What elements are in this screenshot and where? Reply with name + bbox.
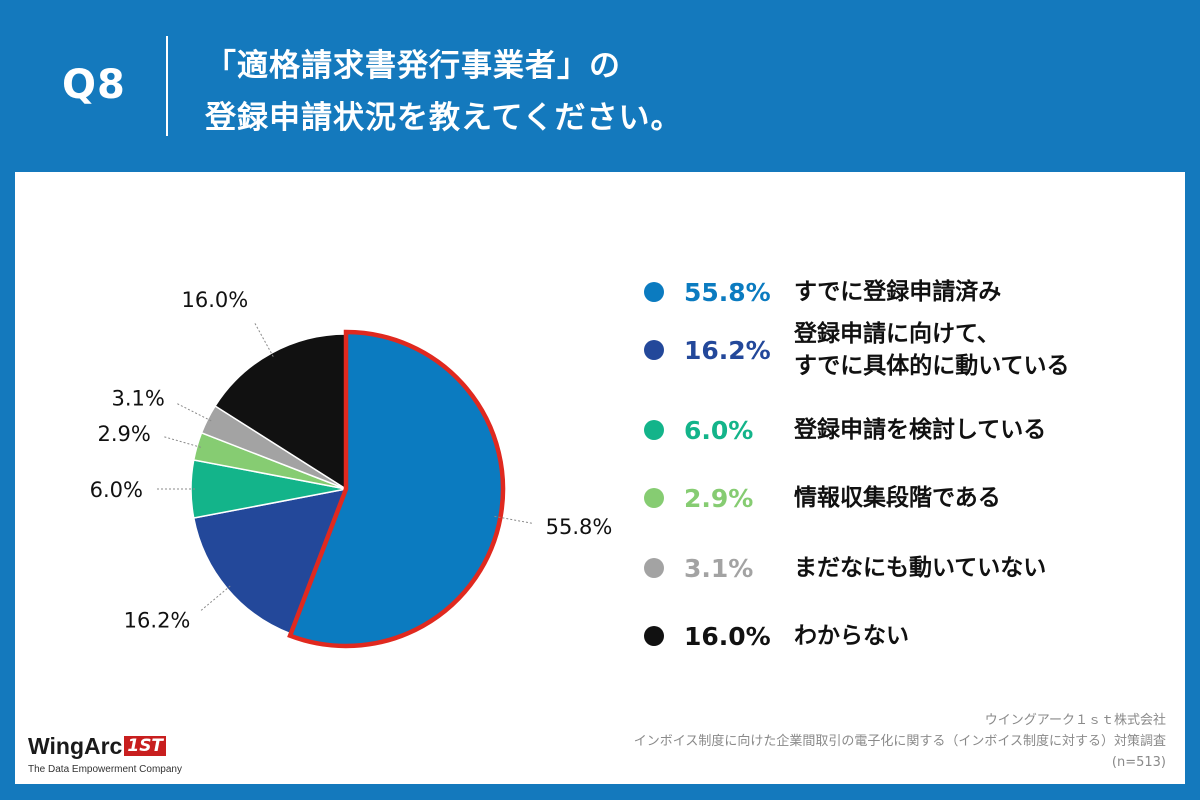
legend-label: 登録申請に向けて、 すでに具体的に動いている bbox=[794, 321, 1070, 379]
leader-line bbox=[494, 515, 533, 524]
brand-logo: WingArc 1ST The Data Empowerment Company bbox=[28, 733, 182, 775]
header-banner: Q8 「適格請求書発行事業者」の 登録申請状況を教えてください。 bbox=[0, 0, 1200, 170]
legend-value: 3.1% bbox=[684, 553, 754, 583]
legend-label: すでに登録申請済み bbox=[794, 279, 1002, 305]
brand-tagline: The Data Empowerment Company bbox=[28, 764, 182, 775]
legend-label: まだなにも動いていない bbox=[794, 555, 1047, 581]
legend-value: 16.0% bbox=[684, 621, 771, 651]
question-title-line1: 「適格請求書発行事業者」の bbox=[205, 48, 621, 84]
source-survey: インボイス制度に向けた企業間取引の電子化に関する（インボイス制度に対する）対策調… bbox=[633, 734, 1166, 749]
legend-item: 3.1% まだなにも動いていない bbox=[632, 538, 1046, 598]
legend-swatch bbox=[644, 340, 664, 360]
legend-item: 16.2% 登録申請に向けて、 すでに具体的に動いている bbox=[632, 320, 1070, 380]
leader-line bbox=[163, 436, 202, 448]
pie-data-label: 16.0% bbox=[181, 288, 248, 312]
legend-value: 16.2% bbox=[684, 335, 771, 365]
legend-value: 6.0% bbox=[684, 415, 754, 445]
source-sample: (n=513) bbox=[1111, 755, 1166, 770]
question-title: 「適格請求書発行事業者」の 登録申請状況を教えてください。 bbox=[205, 40, 683, 144]
legend-label: 登録申請を検討している bbox=[794, 417, 1047, 443]
leader-line bbox=[200, 585, 231, 612]
legend-label: わからない bbox=[794, 623, 909, 649]
legend-label: 情報収集段階である bbox=[794, 485, 1001, 511]
pie-data-label: 6.0% bbox=[90, 478, 143, 502]
legend-item: 2.9% 情報収集段階である bbox=[632, 468, 1001, 528]
pie-data-label: 3.1% bbox=[111, 386, 164, 410]
legend-value: 2.9% bbox=[684, 483, 754, 513]
legend-value: 55.8% bbox=[684, 277, 771, 307]
leader-line bbox=[176, 402, 212, 422]
legend-item: 16.0% わからない bbox=[632, 606, 909, 666]
question-number: Q8 bbox=[62, 62, 126, 108]
leader-line bbox=[254, 322, 274, 357]
legend-item: 55.8% すでに登録申請済み bbox=[632, 262, 1001, 322]
pie-data-label: 55.8% bbox=[546, 515, 613, 539]
legend-swatch bbox=[644, 626, 664, 646]
pie-data-label: 2.9% bbox=[98, 422, 151, 446]
source-company: ウイングアーク１ｓｔ株式会社 bbox=[984, 713, 1166, 728]
source-note: ウイングアーク１ｓｔ株式会社 インボイス制度に向けた企業間取引の電子化に関する（… bbox=[634, 710, 1166, 773]
legend-swatch bbox=[644, 420, 664, 440]
legend-swatch bbox=[644, 558, 664, 578]
brand-name: WingArc bbox=[28, 733, 123, 759]
legend-swatch bbox=[644, 282, 664, 302]
legend-item: 6.0% 登録申請を検討している bbox=[632, 400, 1046, 460]
pie-data-label: 16.2% bbox=[124, 608, 191, 632]
question-title-line2: 登録申請状況を教えてください。 bbox=[205, 100, 683, 136]
brand-mark: 1ST bbox=[124, 736, 167, 756]
legend-swatch bbox=[644, 488, 664, 508]
header-divider bbox=[166, 36, 168, 136]
